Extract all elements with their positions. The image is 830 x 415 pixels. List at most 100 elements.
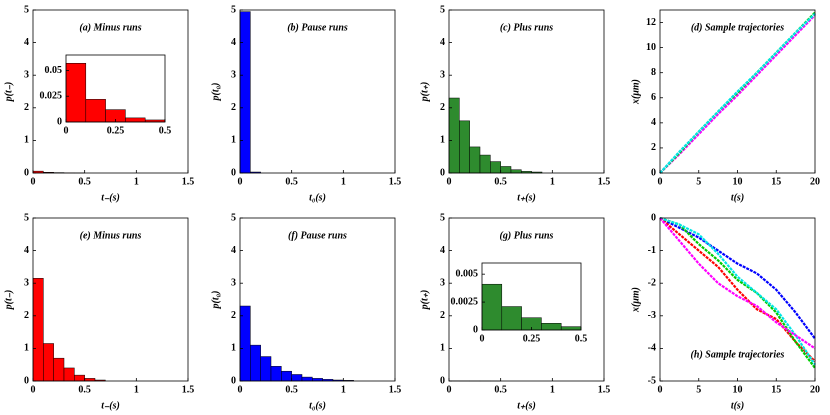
y-tick-label: 1 (440, 135, 445, 146)
trajectory (659, 217, 816, 350)
y-tick-label: 5 (231, 4, 236, 15)
x-tick-label: 1.5 (389, 384, 402, 395)
y-tick-label: 3 (231, 277, 236, 288)
x-tick-label: 1 (341, 384, 346, 395)
histogram-bar (479, 154, 491, 174)
histogram-bar (500, 166, 512, 174)
histogram-bar (125, 117, 146, 123)
histogram-bar (239, 305, 251, 382)
x-tick-label: 0 (31, 176, 36, 187)
trajectory (659, 216, 816, 369)
y-tick-label: 0 (651, 167, 656, 178)
x-axis-label: t₊(s) (517, 400, 536, 411)
y-axis-label: p(t₋) (3, 290, 14, 311)
y-tick-label: 0 (24, 375, 29, 386)
panel-title: (f) Pause runs (288, 230, 347, 241)
y-tick-label: 4 (440, 245, 445, 256)
x-tick-label: 1.5 (182, 384, 195, 395)
y-tick-label: -4 (648, 343, 656, 354)
x-tick-label: 0 (31, 384, 36, 395)
x-tick-label: 20 (810, 384, 820, 395)
panel-title: (h) Sample trajectories (691, 349, 785, 360)
histogram-bar (510, 169, 522, 174)
x-tick-label: 0 (480, 333, 485, 344)
x-tick-label: 0 (238, 384, 243, 395)
histogram-bar (459, 120, 470, 174)
x-tick-label: 0.5 (78, 384, 91, 395)
histogram-bar (469, 146, 481, 174)
histogram-bar (85, 99, 106, 123)
x-axis-label: t₀(s) (309, 192, 326, 203)
histogram-bar (301, 376, 313, 382)
x-tick-label: 1.5 (389, 176, 402, 187)
x-tick-label: 15 (771, 384, 781, 395)
x-axis-label: t(s) (731, 400, 744, 411)
histogram-bar (260, 356, 272, 382)
y-tick-label: 6 (651, 92, 656, 103)
y-tick-label: 3 (24, 277, 29, 288)
y-tick-label: 1 (231, 343, 236, 354)
x-axis-label: t₋(s) (101, 192, 120, 203)
histogram-bar (481, 283, 503, 331)
histogram-bar (250, 344, 261, 382)
panel-title: (c) Plus runs (500, 22, 553, 33)
y-tick-label: 4 (440, 37, 445, 48)
x-tick-label: 1.5 (182, 176, 195, 187)
y-tick-label: 2 (231, 310, 236, 321)
y-axis-label: p(t₊) (419, 290, 430, 311)
histogram-bar (43, 343, 54, 382)
x-tick-label: 0.5 (78, 176, 91, 187)
y-tick-label: 0 (231, 167, 236, 178)
y-axis-label: p(t₀) (210, 291, 221, 310)
y-tick-label: 1 (440, 343, 445, 354)
x-axis-label: t₊(s) (517, 192, 536, 203)
y-tick-label: 4 (231, 245, 236, 256)
x-tick-label: 1 (550, 176, 555, 187)
x-tick-label: 15 (771, 176, 781, 187)
y-tick-label: 5 (440, 212, 445, 223)
x-tick-label: 1 (134, 384, 139, 395)
x-axis-label: t(s) (731, 192, 744, 203)
plot-frame (239, 9, 396, 174)
histogram-bar (281, 370, 292, 382)
x-tick-label: 0 (447, 176, 452, 187)
panel-title: (g) Plus runs (500, 230, 554, 241)
histogram-bar (270, 366, 282, 382)
x-tick-label: 1 (550, 384, 555, 395)
y-tick-label: 2 (440, 102, 445, 113)
x-tick-label: 1.5 (598, 176, 611, 187)
y-tick-label: 3 (24, 69, 29, 80)
histogram-bar (291, 374, 303, 382)
histogram-bar (541, 323, 562, 331)
y-tick-label: 5 (440, 4, 445, 15)
x-tick-label: 1 (134, 176, 139, 187)
x-tick-label: 0 (238, 176, 243, 187)
x-axis-label: t₋(s) (101, 400, 120, 411)
x-tick-label: 0 (64, 125, 69, 136)
trajectory (659, 217, 816, 340)
y-tick-label: 4 (24, 245, 29, 256)
y-tick-label: 0.005 (456, 268, 479, 279)
y-tick-label: 1 (231, 135, 236, 146)
y-tick-label: 5 (24, 4, 29, 15)
y-axis-label: p(t₊) (419, 82, 430, 103)
y-tick-label: 4 (24, 37, 29, 48)
histogram-bar (32, 278, 44, 382)
y-tick-label: 4 (651, 117, 656, 128)
y-tick-label: -3 (648, 310, 656, 321)
y-tick-label: 3 (440, 277, 445, 288)
y-tick-label: 8 (651, 67, 656, 78)
y-tick-label: 0.0025 (451, 296, 479, 307)
trajectory (659, 12, 816, 174)
x-tick-label: 0 (447, 384, 452, 395)
y-tick-label: 0 (24, 167, 29, 178)
y-tick-label: 0 (473, 324, 478, 335)
y-tick-label: 5 (24, 212, 29, 223)
histogram-bar (501, 306, 522, 331)
x-tick-label: 10 (733, 384, 743, 395)
panel-title: (e) Minus runs (80, 230, 142, 241)
y-tick-label: 0 (651, 212, 656, 223)
x-tick-label: 0.25 (523, 333, 541, 344)
histogram-bar (490, 161, 501, 174)
